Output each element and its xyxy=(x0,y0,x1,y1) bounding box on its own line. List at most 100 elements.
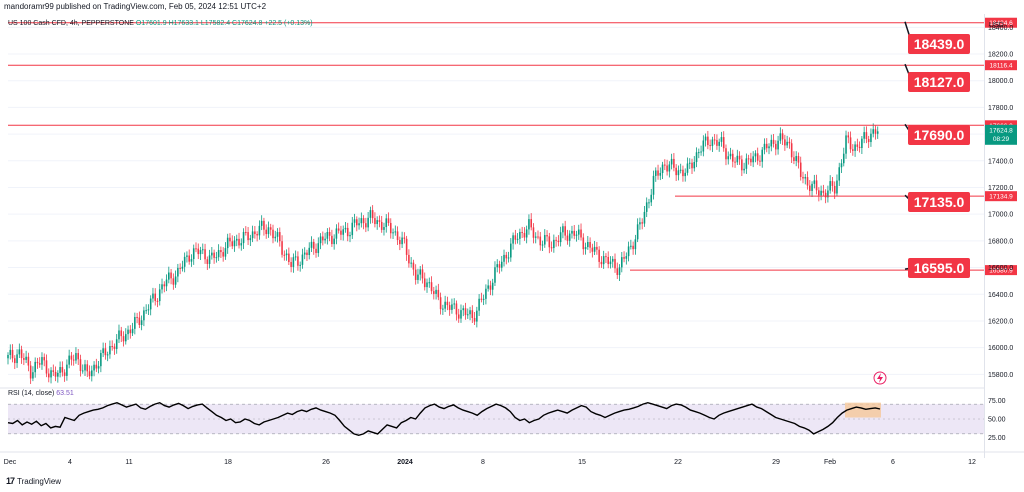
candle-body xyxy=(426,282,428,288)
candle-body xyxy=(673,158,675,168)
candle-body xyxy=(136,317,138,319)
candle-body xyxy=(7,354,9,359)
candle-body xyxy=(575,234,578,236)
rsi-highlight xyxy=(845,402,881,418)
candle-body xyxy=(229,237,231,242)
candle-body xyxy=(865,132,868,140)
candle-body xyxy=(820,190,822,196)
price-tick-label: 17800.0 xyxy=(988,105,1013,112)
candle-body xyxy=(16,354,18,364)
candle-body xyxy=(838,167,841,181)
candle-body xyxy=(204,249,206,260)
candle-body xyxy=(686,163,689,173)
lightning-icon[interactable] xyxy=(873,371,887,385)
price-tick-label: 16600.0 xyxy=(988,265,1013,272)
candle-body xyxy=(91,370,93,377)
candle-body xyxy=(149,298,152,310)
tradingview-logo: 17 xyxy=(6,476,15,486)
candle-body xyxy=(231,241,234,247)
candle-body xyxy=(419,269,422,275)
candle-body xyxy=(772,139,775,144)
level-callout-label: 18127.0 xyxy=(914,74,965,90)
time-tick-label: 6 xyxy=(891,459,895,466)
candle-body xyxy=(122,336,125,342)
candle-body xyxy=(245,231,247,233)
candle-body xyxy=(532,227,535,238)
candle-body xyxy=(256,234,258,236)
candle-body xyxy=(353,219,356,223)
candle-body xyxy=(505,254,508,259)
rsi-value: 63.51 xyxy=(56,390,74,397)
candle-body xyxy=(573,230,576,236)
candle-body xyxy=(876,131,879,134)
candle-body xyxy=(322,236,324,241)
candle-body xyxy=(718,141,720,146)
candle-body xyxy=(464,308,467,316)
candle-body xyxy=(621,257,623,268)
candle-body xyxy=(462,308,465,311)
candle-body xyxy=(417,274,419,280)
candle-body xyxy=(609,261,612,265)
time-tick-label: 11 xyxy=(125,459,132,466)
candle-body xyxy=(779,133,782,141)
level-axis-tag xyxy=(985,191,1017,202)
level-callout-box xyxy=(908,34,970,54)
candle-body xyxy=(54,371,57,377)
candle-body xyxy=(297,256,299,266)
candle-body xyxy=(589,241,591,248)
candle-body xyxy=(623,257,625,259)
candle-body xyxy=(650,194,653,203)
candle-body xyxy=(469,310,471,315)
candle-body xyxy=(163,284,166,287)
candle-body xyxy=(453,303,455,305)
candle-body xyxy=(47,373,50,378)
candle-body xyxy=(77,353,80,360)
level-callout-box xyxy=(908,192,970,212)
candle-body xyxy=(580,229,582,238)
candle-body xyxy=(795,156,797,161)
candle-body xyxy=(190,259,193,262)
symbol-name: US 100 Cash CFD, 4h, PEPPERSTONE xyxy=(8,20,134,27)
candle-body xyxy=(571,230,573,234)
candle-body xyxy=(378,220,381,222)
candle-body xyxy=(95,364,98,369)
candle-body xyxy=(793,157,795,161)
time-tick-label: 26 xyxy=(322,459,330,466)
candle-body xyxy=(213,252,215,258)
price-axis[interactable] xyxy=(984,14,1024,458)
candle-body xyxy=(75,353,77,361)
candle-body xyxy=(247,232,249,241)
candle-body xyxy=(831,181,834,186)
candle-body xyxy=(199,250,202,255)
candle-body xyxy=(109,346,111,355)
candle-body xyxy=(276,232,279,237)
candle-body xyxy=(374,218,376,225)
candle-body xyxy=(428,282,431,284)
candle-body xyxy=(460,310,462,319)
price-tick-label: 15800.0 xyxy=(988,372,1013,379)
candle-body xyxy=(335,228,338,239)
candle-body xyxy=(283,254,286,256)
level-axis-label: 16580.9 xyxy=(989,268,1013,275)
candle-body xyxy=(784,139,786,146)
candle-body xyxy=(867,139,870,143)
candle-body xyxy=(548,236,551,248)
candle-body xyxy=(727,156,730,160)
candle-body xyxy=(634,239,637,250)
candle-body xyxy=(684,172,687,177)
candle-body xyxy=(333,238,335,245)
candle-body xyxy=(179,267,181,269)
candle-body xyxy=(401,237,403,245)
candle-body xyxy=(444,301,446,309)
candle-body xyxy=(86,364,89,372)
candle-body xyxy=(120,330,123,337)
candle-body xyxy=(806,177,809,186)
time-tick-label: 22 xyxy=(674,459,682,466)
candle-body xyxy=(600,261,603,265)
time-tick-label: Feb xyxy=(824,459,836,466)
candle-body xyxy=(797,156,800,163)
horizontal-levels[interactable]: 18439.018434.618127.018116.417690.017666… xyxy=(8,17,1017,278)
candle-body xyxy=(9,349,12,355)
candle-body xyxy=(494,267,496,283)
